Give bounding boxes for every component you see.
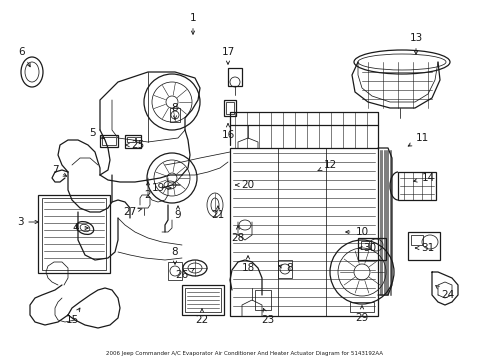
Bar xyxy=(410,235,422,245)
Text: 4: 4 xyxy=(73,223,88,233)
Bar xyxy=(136,137,141,142)
Bar xyxy=(278,260,291,278)
Text: 1: 1 xyxy=(189,13,196,34)
Text: 7: 7 xyxy=(52,165,66,176)
Bar xyxy=(349,302,373,312)
Bar xyxy=(170,108,180,122)
Text: 27: 27 xyxy=(123,207,142,217)
Text: 25: 25 xyxy=(125,140,144,150)
Bar xyxy=(227,68,242,86)
Bar xyxy=(182,285,224,315)
Text: 17: 17 xyxy=(221,47,234,64)
Bar xyxy=(407,232,439,260)
Text: 2006 Jeep Commander A/C Evaporator Air Conditioner And Heater Actuator Diagram f: 2006 Jeep Commander A/C Evaporator Air C… xyxy=(106,351,382,356)
Text: 16: 16 xyxy=(221,124,234,140)
Text: 30: 30 xyxy=(358,243,376,253)
Text: 12: 12 xyxy=(317,160,336,171)
Bar xyxy=(229,148,377,316)
Bar xyxy=(102,137,116,145)
Text: 8: 8 xyxy=(171,103,178,119)
Text: 13: 13 xyxy=(408,33,422,54)
Text: 23: 23 xyxy=(261,309,274,325)
Text: 14: 14 xyxy=(413,173,434,183)
Text: 31: 31 xyxy=(415,243,434,253)
Bar xyxy=(184,288,221,312)
Bar xyxy=(397,172,435,200)
Text: 20: 20 xyxy=(235,180,254,190)
Bar xyxy=(168,262,182,280)
Bar xyxy=(224,100,236,116)
Text: 11: 11 xyxy=(407,133,428,146)
Bar xyxy=(357,238,385,260)
Text: 10: 10 xyxy=(345,227,368,237)
Bar xyxy=(127,137,135,142)
Text: 29: 29 xyxy=(355,306,368,323)
Text: 21: 21 xyxy=(211,206,224,220)
Bar xyxy=(225,102,234,114)
Bar xyxy=(42,198,106,270)
Bar xyxy=(38,195,110,273)
Text: 3: 3 xyxy=(17,217,38,227)
Bar xyxy=(125,135,141,148)
Text: 22: 22 xyxy=(195,309,208,325)
Text: 9: 9 xyxy=(174,206,181,220)
Bar xyxy=(360,241,370,249)
Text: 18: 18 xyxy=(241,256,254,273)
Text: 5: 5 xyxy=(88,128,104,139)
Bar xyxy=(254,290,270,310)
Text: 8: 8 xyxy=(278,263,293,273)
Text: 28: 28 xyxy=(231,226,244,243)
Text: 15: 15 xyxy=(65,308,80,325)
Text: 24: 24 xyxy=(435,285,454,300)
Text: 6: 6 xyxy=(19,47,30,67)
Text: 26: 26 xyxy=(175,269,194,280)
Bar xyxy=(100,135,118,147)
Text: 8: 8 xyxy=(171,247,178,264)
Text: 2: 2 xyxy=(144,182,151,200)
Text: 19: 19 xyxy=(151,183,171,193)
